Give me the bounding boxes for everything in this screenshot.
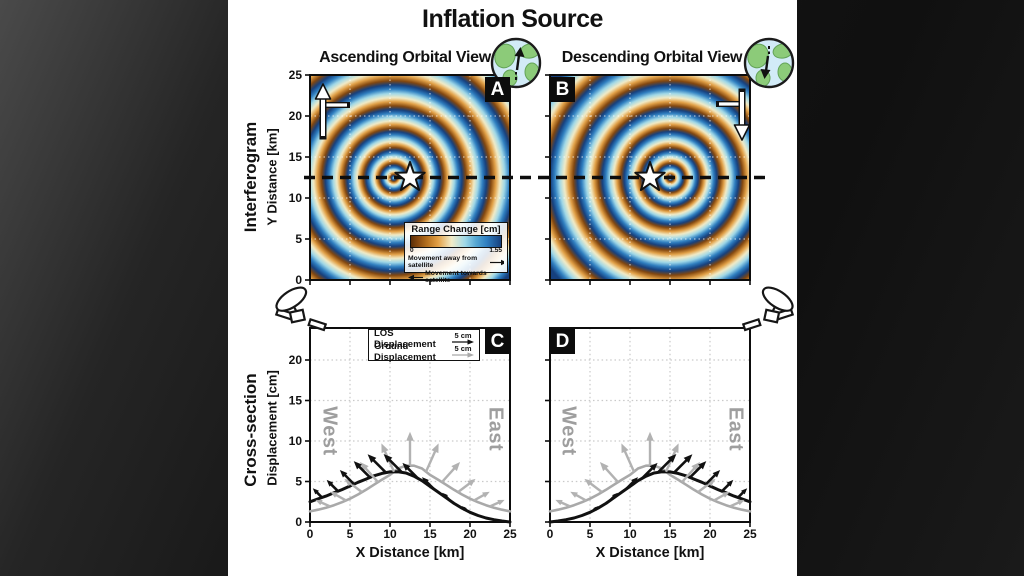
panel-label-a: A xyxy=(485,77,510,102)
east-label-c: East xyxy=(484,406,507,452)
movement-away-row: Movement away from satellite xyxy=(408,255,504,270)
movement-towards-row: Movement towards satellite xyxy=(408,270,504,285)
displacement-legend: LOS Displacement 5 cm Ground Displacemen… xyxy=(368,328,480,363)
colorbar-max: 1.55 xyxy=(489,247,502,254)
y-distance-axis-label: Y Distance [km] xyxy=(264,128,280,226)
panel-label-d: D xyxy=(550,329,575,354)
panel-label-b: B xyxy=(550,77,575,102)
west-label-d: West xyxy=(557,406,580,456)
panel-label-c: C xyxy=(485,329,510,354)
movement-away-label: Movement away from satellite xyxy=(408,254,478,270)
west-label-c: West xyxy=(318,406,341,456)
cross-section-row-label: Cross-section xyxy=(241,373,260,487)
interferogram-row-label: Interferogram xyxy=(241,121,260,233)
range-change-legend-title: Range Change [cm] xyxy=(411,224,501,235)
ground-scale: 5 cm xyxy=(452,344,474,358)
page-title: Inflation Source xyxy=(422,5,603,33)
left-arrow-icon xyxy=(408,274,424,280)
ground-scale-arrow-icon xyxy=(452,351,474,358)
los-scale: 5 cm xyxy=(452,331,474,345)
right-arrow-icon xyxy=(489,259,504,265)
x-distance-label-d: X Distance [km] xyxy=(595,545,705,561)
interferogram-descending-canvas xyxy=(550,75,750,280)
ground-legend-row: Ground Displacement 5 cm xyxy=(374,341,474,363)
descending-panel-title: Descending Orbital View xyxy=(561,49,743,66)
x-distance-label-c: X Distance [km] xyxy=(355,545,465,561)
movement-towards-label: Movement towards satellite xyxy=(425,269,487,285)
ground-legend-label: Ground Displacement xyxy=(374,340,436,363)
east-label-d: East xyxy=(724,406,747,452)
ascending-panel-title: Ascending Orbital View xyxy=(319,49,491,66)
displacement-axis-label: Displacement [cm] xyxy=(264,370,280,486)
range-change-colorbar xyxy=(410,235,502,248)
range-change-legend: Range Change [cm] 0 1.55 Movement away f… xyxy=(404,222,508,284)
